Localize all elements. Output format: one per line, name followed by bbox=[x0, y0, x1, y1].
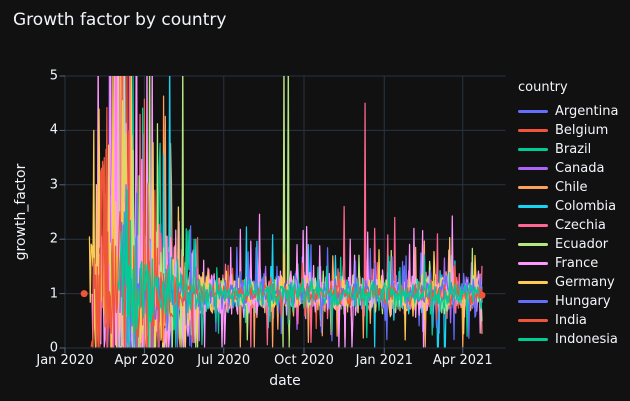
legend-swatch-line bbox=[518, 224, 548, 227]
legend-title: country bbox=[518, 80, 568, 95]
x-tick-label: Apr 2020 bbox=[114, 353, 175, 368]
x-axis-title: date bbox=[269, 373, 301, 389]
chart-title: Growth factor by country bbox=[13, 10, 227, 30]
legend-item-canada[interactable]: Canada bbox=[518, 159, 618, 178]
y-tick-label: 4 bbox=[49, 122, 58, 138]
legend-swatch-line bbox=[518, 110, 548, 113]
y-tick-label: 0 bbox=[49, 340, 58, 356]
legend-item-india[interactable]: India bbox=[518, 311, 618, 330]
legend-item-colombia[interactable]: Colombia bbox=[518, 197, 618, 216]
legend-swatch-line bbox=[518, 338, 548, 341]
x-tick-label: Apr 2021 bbox=[432, 353, 493, 368]
y-tick-label: 3 bbox=[49, 177, 58, 193]
legend-item-chile[interactable]: Chile bbox=[518, 178, 618, 197]
legend-label: Colombia bbox=[555, 199, 617, 214]
legend-label: Hungary bbox=[555, 294, 611, 309]
y-tick-label: 1 bbox=[49, 286, 58, 302]
legend-swatch-line bbox=[518, 129, 548, 132]
legend-item-ecuador[interactable]: Ecuador bbox=[518, 235, 618, 254]
legend-label: Ecuador bbox=[555, 237, 609, 252]
legend-label: Czechia bbox=[555, 218, 606, 233]
legend-swatch-line bbox=[518, 243, 548, 246]
legend-label: Germany bbox=[555, 275, 615, 290]
legend-item-germany[interactable]: Germany bbox=[518, 273, 618, 292]
legend-label: Chile bbox=[555, 180, 588, 195]
legend-label: Belgium bbox=[555, 123, 609, 138]
legend-item-brazil[interactable]: Brazil bbox=[518, 140, 618, 159]
x-tick-label: Jan 2020 bbox=[36, 353, 94, 368]
legend-item-argentina[interactable]: Argentina bbox=[518, 102, 618, 121]
legend-item-belgium[interactable]: Belgium bbox=[518, 121, 618, 140]
legend-swatch-line bbox=[518, 281, 548, 284]
legend-swatch-line bbox=[518, 300, 548, 303]
legend-label: Canada bbox=[555, 161, 605, 176]
x-tick-label: Oct 2020 bbox=[274, 353, 334, 368]
legend-label: India bbox=[555, 313, 587, 328]
legend-label: France bbox=[555, 256, 599, 271]
legend: country Argentina Belgium Brazil Canada Chil… bbox=[518, 80, 618, 349]
legend-label: Indonesia bbox=[555, 332, 618, 347]
legend-swatch-line bbox=[518, 319, 548, 322]
y-axis-title: growth_factor bbox=[13, 163, 29, 261]
legend-swatch-line bbox=[518, 186, 548, 189]
legend-item-hungary[interactable]: Hungary bbox=[518, 292, 618, 311]
legend-swatch-line bbox=[518, 167, 548, 170]
legend-swatch-line bbox=[518, 262, 548, 265]
legend-item-czechia[interactable]: Czechia bbox=[518, 216, 618, 235]
legend-item-france[interactable]: France bbox=[518, 254, 618, 273]
legend-label: Brazil bbox=[555, 142, 592, 157]
legend-swatch-line bbox=[518, 205, 548, 208]
legend-items: Argentina Belgium Brazil Canada Chile Colombi… bbox=[518, 102, 618, 349]
x-tick-label: Jul 2020 bbox=[197, 353, 251, 368]
legend-swatch-line bbox=[518, 148, 548, 151]
legend-label: Argentina bbox=[555, 104, 619, 119]
y-tick-label: 5 bbox=[49, 68, 58, 84]
legend-item-indonesia[interactable]: Indonesia bbox=[518, 330, 618, 349]
y-tick-label: 2 bbox=[49, 231, 58, 247]
x-tick-label: Jan 2021 bbox=[355, 353, 413, 368]
